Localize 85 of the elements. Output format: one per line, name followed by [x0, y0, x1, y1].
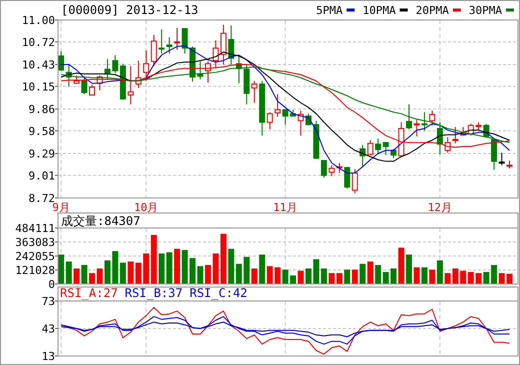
candlestick — [328, 164, 335, 177]
x-tick-label: 11月 — [273, 201, 298, 214]
legend-label: 30PMA — [468, 4, 502, 17]
candlestick — [429, 110, 436, 126]
candlestick — [81, 76, 88, 95]
bar — [74, 268, 80, 284]
y-tick-label: 363083 — [15, 236, 55, 249]
bar — [320, 268, 327, 284]
candlestick — [352, 168, 358, 194]
bar — [166, 252, 172, 284]
candlestick — [498, 152, 505, 166]
bar — [128, 262, 134, 284]
y-tick-label: 9.29 — [28, 148, 55, 160]
bar — [336, 273, 342, 284]
candlestick — [320, 160, 327, 178]
x-tick-label: 9月 — [52, 201, 70, 214]
bar — [367, 262, 374, 284]
y-tick-label: 9.01 — [28, 169, 55, 182]
y-tick-label: 10.43 — [22, 58, 55, 72]
y-tick-label: 11.00 — [22, 14, 55, 27]
candlestick — [128, 66, 134, 105]
legend-label: 20PMA — [416, 4, 450, 17]
bar — [406, 254, 412, 284]
y-tick-label: 43 — [42, 322, 55, 336]
bar — [436, 260, 443, 284]
y-tick-label: 9.86 — [28, 103, 55, 116]
y-tick-label: 484111 — [15, 222, 55, 235]
bar — [220, 234, 226, 284]
bar — [158, 253, 165, 284]
bar — [429, 270, 436, 284]
bar — [174, 248, 180, 284]
candlestick — [174, 27, 180, 50]
y-tick-label: 10.72 — [22, 36, 55, 49]
candlestick — [220, 24, 226, 65]
bar — [398, 248, 404, 284]
y-tick-label: 0 — [48, 278, 55, 291]
series-label: RSI_A:27 — [60, 286, 118, 300]
x-tick-label: 12月 — [428, 201, 452, 214]
y-tick-label: 121028 — [15, 264, 55, 277]
bar — [298, 270, 304, 284]
bar — [360, 264, 366, 284]
bar — [81, 264, 88, 284]
line-series — [60, 322, 510, 338]
candlestick — [228, 24, 234, 65]
y-tick-label: 10.15 — [22, 80, 55, 94]
candlestick — [89, 84, 96, 96]
y-tick-label: 13 — [42, 350, 55, 363]
y-tick-label: 9.58 — [28, 124, 55, 138]
bar — [251, 268, 258, 284]
bar — [344, 270, 350, 284]
bar — [352, 270, 358, 284]
legend-label: 5PMA — [316, 4, 343, 17]
bar — [228, 248, 234, 284]
x-tick-label: 10月 — [134, 201, 158, 214]
chart-title: 成交量:84307 — [61, 214, 140, 228]
candlestick — [414, 119, 420, 137]
text: RSI_C:42 — [190, 286, 248, 300]
candlestick — [406, 104, 412, 130]
candlestick — [367, 140, 374, 156]
series-label: RSI_B:37 — [124, 286, 183, 300]
bar — [444, 273, 451, 284]
bar — [375, 264, 382, 284]
y-tick-label: 73 — [42, 295, 55, 308]
bar — [414, 267, 420, 284]
candlestick — [452, 126, 458, 144]
bar — [328, 273, 335, 284]
bar — [259, 254, 266, 284]
candlestick — [375, 138, 382, 155]
legend-label: 10PMA — [362, 4, 396, 17]
line-series — [60, 306, 510, 355]
bar — [421, 267, 428, 284]
candlestick — [158, 28, 165, 54]
y-tick-label: 242055 — [15, 250, 55, 263]
candlestick — [182, 28, 188, 54]
candlestick — [251, 80, 258, 104]
bar — [197, 266, 204, 284]
candlestick — [150, 34, 157, 67]
line-series — [60, 316, 510, 345]
candlestick — [421, 112, 428, 132]
bar — [120, 262, 126, 284]
bar — [150, 234, 157, 284]
chart-title: [000009] 2013-12-13 — [61, 3, 198, 17]
candlestick — [166, 36, 172, 54]
bar — [66, 262, 72, 284]
candlestick — [382, 142, 389, 156]
